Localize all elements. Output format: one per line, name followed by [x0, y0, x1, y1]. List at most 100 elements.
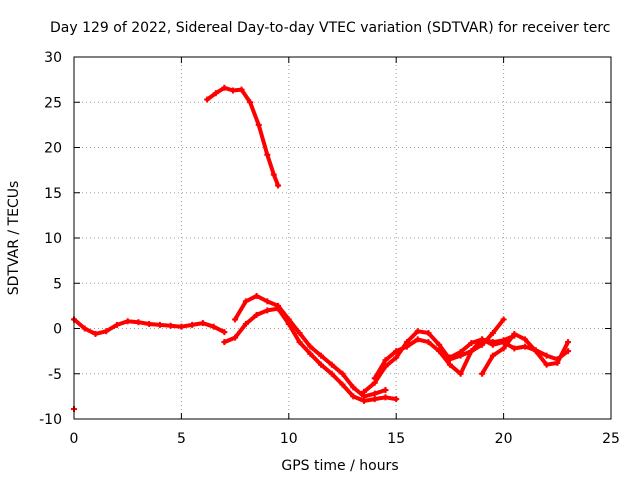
data-point [393, 354, 400, 361]
data-point [255, 121, 262, 128]
data-point [500, 337, 507, 344]
data-point [414, 328, 421, 335]
data-point [425, 330, 432, 337]
data-point [500, 316, 507, 323]
data-point [146, 320, 153, 327]
data-point [479, 370, 486, 377]
data-point [242, 298, 249, 305]
data-point [436, 348, 443, 355]
data-point [204, 96, 211, 103]
data-point [393, 396, 400, 403]
data-point [307, 343, 314, 350]
x-tick-label: 15 [387, 431, 405, 447]
y-tick-label: 10 [44, 231, 62, 247]
data-point [264, 298, 271, 305]
data-point [457, 349, 464, 356]
data-point [92, 330, 99, 337]
data-point [457, 370, 464, 377]
x-tick-label: 10 [280, 431, 298, 447]
data-point [232, 316, 239, 323]
data-point [511, 332, 518, 339]
data-point [264, 307, 271, 314]
data-point [318, 361, 325, 368]
series-arc-high [205, 85, 281, 188]
data-point [81, 325, 88, 332]
data-point [275, 302, 282, 309]
data-point [253, 311, 260, 318]
data-point [371, 396, 378, 403]
data-point [285, 316, 292, 323]
data-point [135, 319, 142, 326]
x-tick-label: 20 [495, 431, 513, 447]
y-tick-label: 15 [44, 186, 62, 202]
data-point [468, 348, 475, 355]
y-tick-label: -5 [48, 367, 62, 383]
series-arc-late-a [362, 317, 506, 394]
y-tick-label: 5 [53, 276, 62, 292]
data-point [382, 357, 389, 364]
data-point [543, 361, 550, 368]
data-point [270, 171, 277, 178]
data-layer [71, 84, 572, 413]
y-tick-label: 20 [44, 141, 62, 157]
data-point [221, 329, 228, 336]
chart-title: Day 129 of 2022, Sidereal Day-to-day VTE… [50, 20, 610, 36]
data-point [425, 339, 432, 346]
data-point [371, 375, 378, 382]
data-point [229, 87, 236, 94]
data-point [212, 90, 219, 97]
data-point [318, 352, 325, 359]
data-point [167, 322, 174, 329]
data-point [393, 348, 400, 355]
data-point [253, 292, 260, 299]
data-point [371, 390, 378, 397]
data-point [103, 328, 110, 335]
data-point [543, 352, 550, 359]
data-point [489, 330, 496, 337]
data-point [210, 323, 217, 330]
y-tick-label: 30 [44, 50, 62, 66]
data-point [247, 99, 254, 106]
data-point [124, 318, 131, 325]
data-point [296, 339, 303, 346]
data-point [221, 84, 228, 91]
data-point [339, 381, 346, 388]
data-point [479, 341, 486, 348]
data-point [382, 387, 389, 394]
data-point [436, 341, 443, 348]
data-point [350, 393, 357, 400]
data-point [414, 336, 421, 343]
data-point [522, 343, 529, 350]
data-point [489, 352, 496, 359]
data-point [178, 323, 185, 330]
data-point [522, 336, 529, 343]
data-point [500, 345, 507, 352]
data-point [328, 370, 335, 377]
grid-layer [74, 57, 611, 419]
data-point [382, 394, 389, 401]
data-point [479, 336, 486, 343]
data-point [307, 350, 314, 357]
data-point [403, 343, 410, 350]
x-axis-label: GPS time / hours [281, 458, 398, 474]
data-point [360, 388, 367, 395]
data-point [275, 182, 282, 189]
x-tick-label: 25 [602, 431, 620, 447]
data-point [232, 334, 239, 341]
data-point [113, 321, 120, 328]
data-point [468, 339, 475, 346]
y-tick-label: 25 [44, 95, 62, 111]
data-point [446, 354, 453, 361]
data-point [328, 361, 335, 368]
data-point [296, 330, 303, 337]
data-point [565, 348, 572, 355]
data-point [156, 321, 163, 328]
tick-layer: 0 5 10 15 20 25 -10 -5 0 5 10 15 20 25 30 [39, 50, 620, 447]
data-point [339, 370, 346, 377]
data-point [221, 339, 228, 346]
x-tick-label: 0 [70, 431, 79, 447]
y-tick-label: -10 [39, 412, 62, 428]
data-point [532, 348, 539, 355]
x-tick-label: 5 [177, 431, 186, 447]
data-point [350, 384, 357, 391]
